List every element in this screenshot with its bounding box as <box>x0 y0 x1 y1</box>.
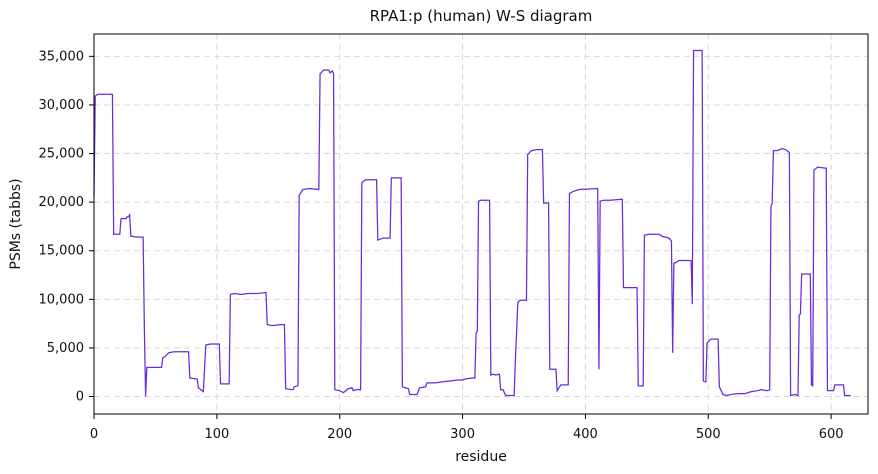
y-tick-label-5: 25,000 <box>39 147 85 162</box>
y-tick-label-0: 0 <box>76 390 84 405</box>
x-tick-label-1: 100 <box>204 427 229 442</box>
y-tick-label-4: 20,000 <box>39 195 85 210</box>
axes-layer <box>89 33 869 419</box>
x-axis-title: residue <box>455 449 507 465</box>
x-tick-label-4: 400 <box>573 427 598 442</box>
plot-area <box>94 34 868 414</box>
series-layer <box>93 49 851 397</box>
x-tick-label-0: 0 <box>90 427 98 442</box>
y-tick-label-3: 15,000 <box>39 244 85 259</box>
y-tick-label-7: 35,000 <box>39 49 85 64</box>
chart-title: RPA1:p (human) W-S diagram <box>370 7 593 25</box>
x-tick-label-2: 200 <box>327 427 352 442</box>
plot-frame <box>93 33 869 415</box>
y-tick-label-2: 10,000 <box>39 292 85 307</box>
y-tick-label-6: 30,000 <box>39 98 85 113</box>
y-tick-label-1: 5,000 <box>47 341 84 356</box>
x-tick-label-6: 600 <box>819 427 844 442</box>
label-layer: RPA1:p (human) W-S diagram residue PSMs … <box>8 7 844 465</box>
x-tick-label-3: 300 <box>450 427 475 442</box>
y-axis-title: PSMs (tabbs) <box>8 178 24 269</box>
grid-layer <box>93 34 868 414</box>
x-tick-label-5: 500 <box>696 427 721 442</box>
series-line-0 <box>93 49 851 397</box>
